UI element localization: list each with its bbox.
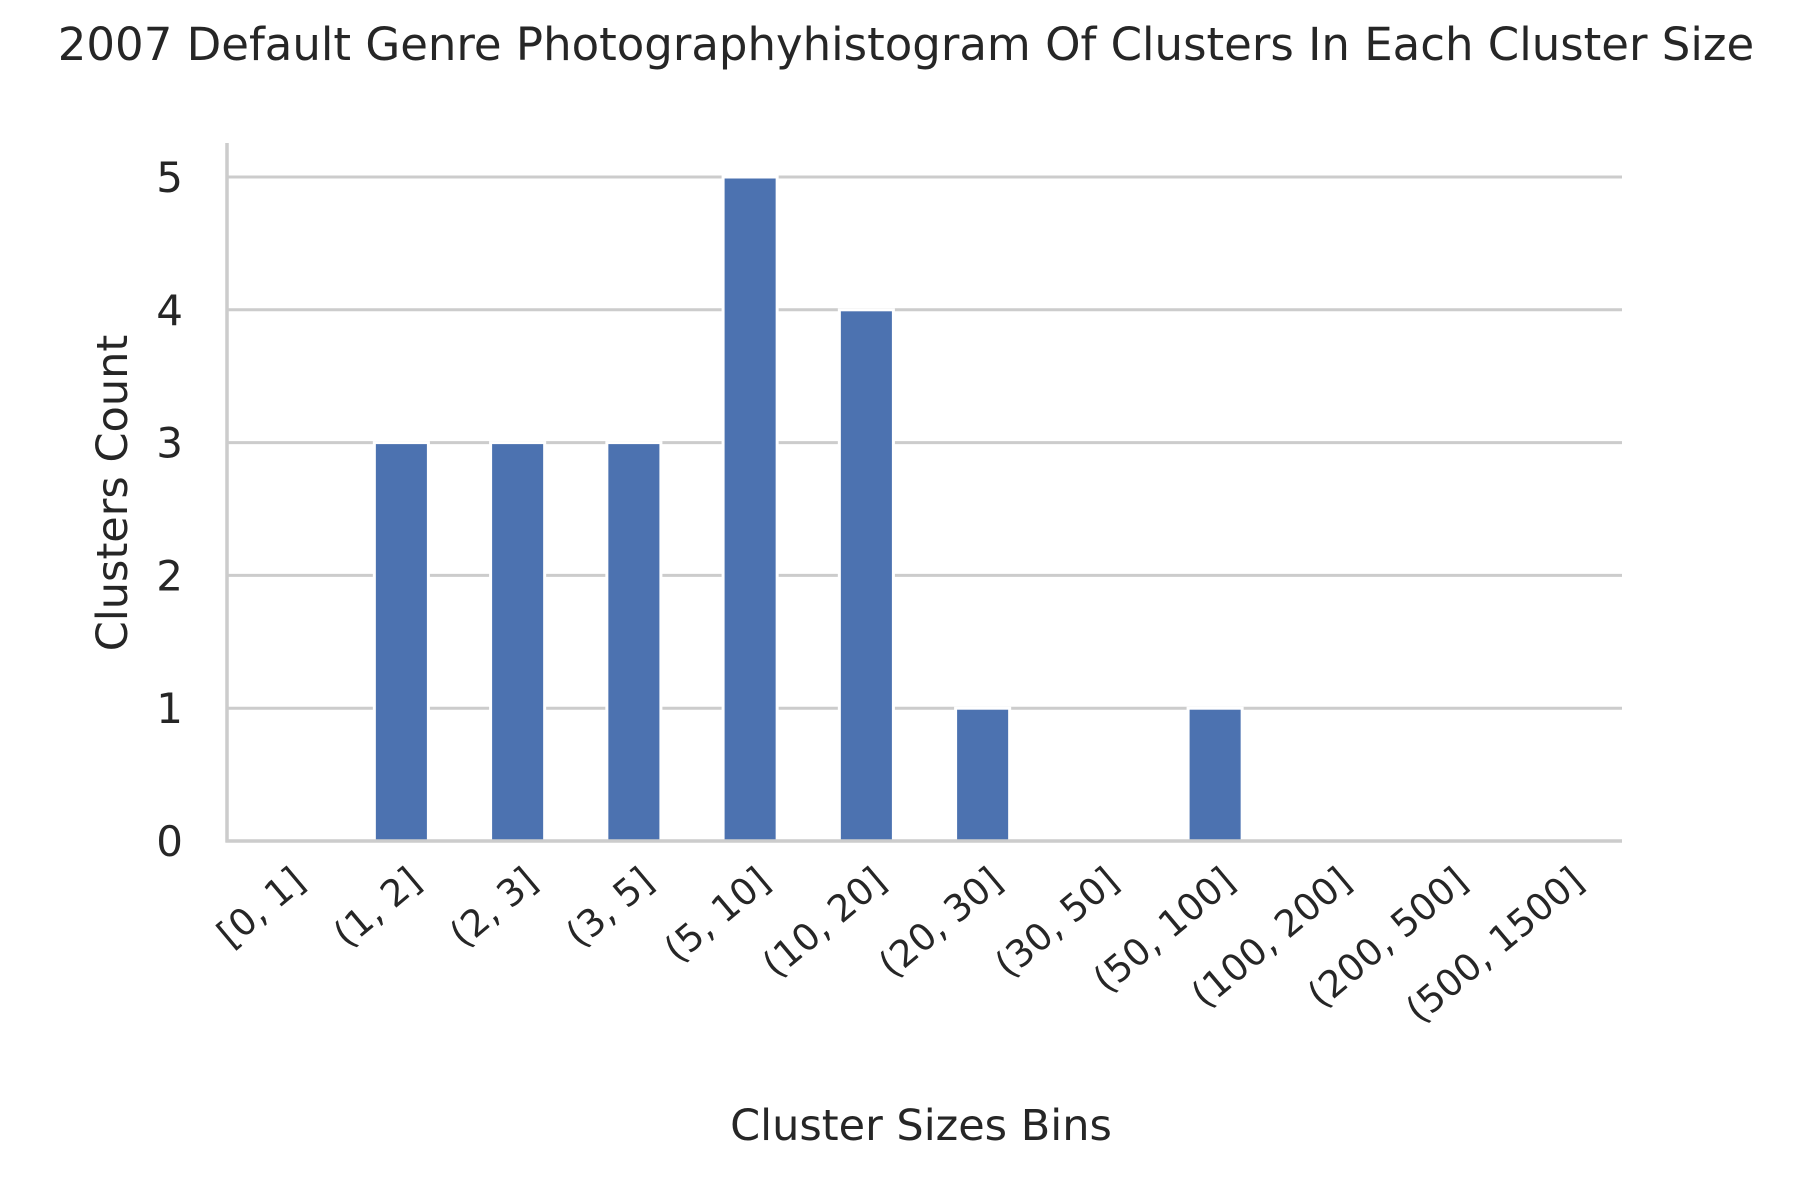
x-axis-label: Cluster Sizes Bins [730,1101,1112,1151]
y-tick-labels: 0 1 2 3 4 5 [156,153,183,866]
chart-title: 2007 Default Genre Photographyhistogram … [58,18,1754,71]
axes-spines [225,143,1622,843]
bars [372,175,1244,843]
y-tick-label: 5 [156,153,183,202]
bar [1186,706,1244,843]
bar [837,308,895,843]
y-tick-label: 1 [156,684,183,733]
bar [605,441,663,843]
bar [721,175,779,843]
bar [489,441,547,843]
bar [372,441,430,843]
bar [954,706,1012,843]
y-tick-label: 4 [156,286,183,335]
y-axis-label: Clusters Count [88,335,138,651]
y-tick-label: 0 [156,817,183,866]
y-tick-label: 2 [156,551,183,600]
gridlines [227,175,1622,710]
y-tick-label: 3 [156,419,183,468]
